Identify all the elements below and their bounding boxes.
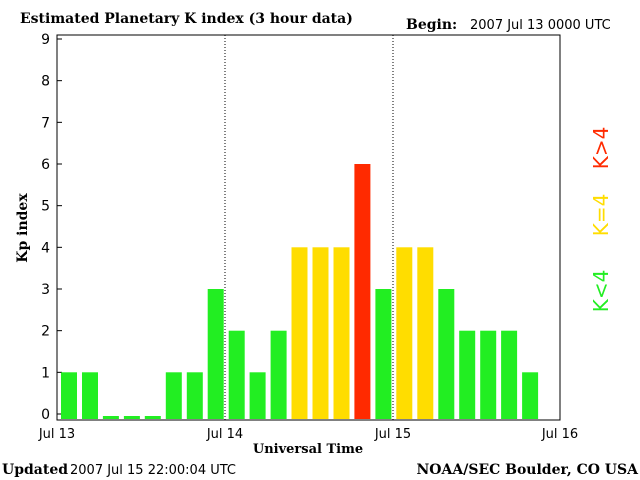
kp-bar bbox=[123, 416, 140, 419]
kp-bar bbox=[249, 372, 266, 419]
kp-bar bbox=[480, 330, 497, 419]
y-axis-label: Kp index bbox=[15, 193, 31, 263]
kp-bar bbox=[82, 372, 98, 419]
y-tick-label: 8 bbox=[41, 74, 50, 90]
y-tick-label: 1 bbox=[41, 365, 50, 381]
kp-bar bbox=[165, 372, 182, 419]
kp-bar bbox=[207, 289, 224, 419]
kp-bar bbox=[354, 164, 371, 419]
kp-bar bbox=[61, 372, 77, 419]
kp-bar bbox=[291, 247, 308, 419]
kp-bar bbox=[102, 416, 119, 419]
x-tick-label: Jul 15 bbox=[374, 427, 411, 442]
kp-bar bbox=[144, 416, 161, 419]
kp-bar bbox=[333, 247, 350, 419]
begin-value: 2007 Jul 13 0000 UTC bbox=[470, 18, 611, 33]
updated-label: Updated bbox=[2, 462, 68, 478]
bar-series bbox=[61, 164, 539, 419]
kp-bar bbox=[270, 330, 287, 419]
y-tick-label: 9 bbox=[41, 32, 50, 48]
kp-bar bbox=[186, 372, 203, 419]
kp-bar bbox=[228, 330, 245, 419]
kp-bar bbox=[417, 247, 434, 419]
y-axis: 0 1 2 3 4 5 6 7 8 9 bbox=[41, 32, 62, 423]
kp-bar bbox=[396, 247, 413, 419]
y-tick-label: 4 bbox=[41, 240, 50, 256]
y-tick-label: 3 bbox=[41, 282, 50, 298]
kp-bar bbox=[459, 330, 476, 419]
x-axis-label: Universal Time bbox=[253, 442, 363, 457]
y-tick-label: 5 bbox=[41, 199, 50, 215]
updated-value: 2007 Jul 15 22:00:04 UTC bbox=[70, 463, 236, 478]
x-axis: Jul 13 Jul 14 Jul 15 Jul 16 bbox=[38, 427, 578, 442]
kp-bar bbox=[438, 289, 455, 419]
y-tick-label: 2 bbox=[41, 324, 50, 340]
kp-bar bbox=[501, 330, 518, 419]
kp-bar bbox=[312, 247, 329, 419]
legend-below: K<4 bbox=[589, 270, 613, 313]
chart-title: Estimated Planetary K index (3 hour data… bbox=[20, 11, 353, 27]
begin-label: Begin: bbox=[406, 17, 457, 33]
x-tick-label: Jul 13 bbox=[38, 427, 75, 442]
legend-equal: K=4 bbox=[589, 194, 613, 237]
x-tick-label: Jul 14 bbox=[206, 427, 243, 442]
plot-frame bbox=[56, 34, 561, 421]
legend-above: K>4 bbox=[589, 127, 613, 170]
y-tick-label: 0 bbox=[41, 407, 50, 423]
x-tick-label: Jul 16 bbox=[541, 427, 578, 442]
kp-bar bbox=[375, 289, 392, 419]
kp-bar bbox=[522, 372, 539, 419]
y-tick-label: 7 bbox=[41, 115, 50, 131]
y-tick-label: 6 bbox=[41, 157, 50, 173]
credit-text: NOAA/SEC Boulder, CO USA bbox=[417, 462, 640, 478]
